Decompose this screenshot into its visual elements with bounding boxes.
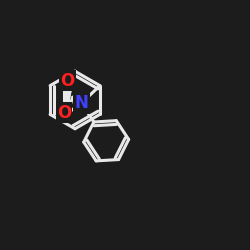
Text: O: O (60, 72, 74, 90)
Text: N: N (74, 94, 88, 112)
Text: O: O (57, 104, 71, 122)
